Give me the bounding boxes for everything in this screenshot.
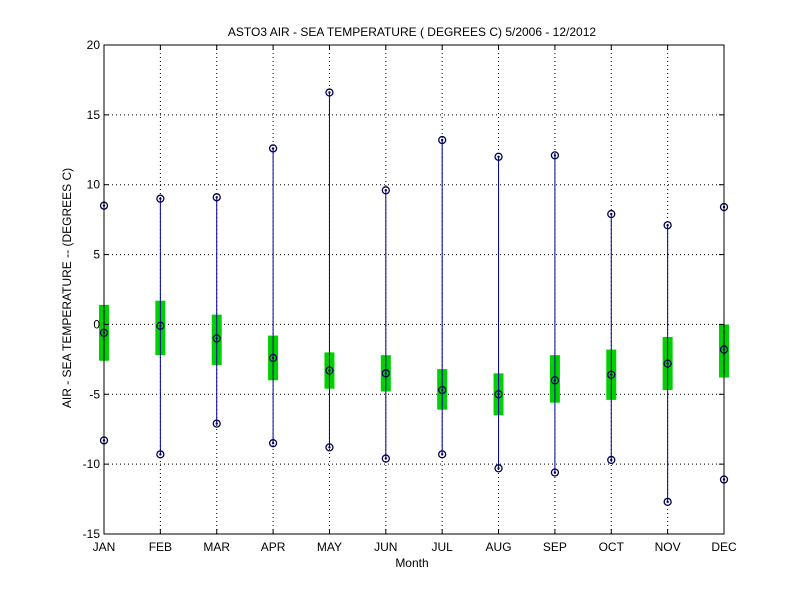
median-marker-dot <box>271 356 275 360</box>
min-marker <box>325 443 334 452</box>
x-tick-label: NOV <box>655 540 681 554</box>
y-tick-label: 0 <box>93 317 100 331</box>
min-marker <box>494 464 503 473</box>
median-marker-dot <box>553 379 557 382</box>
min-marker-dot <box>159 453 162 456</box>
y-axis-label: AIR - SEA TEMPERATURE -- (DEGREES C) <box>60 168 74 408</box>
x-tick-label: JUN <box>374 540 397 554</box>
y-tick-label: -10 <box>83 457 101 471</box>
chart-title: ASTO3 AIR - SEA TEMPERATURE ( DEGREES C)… <box>228 25 596 39</box>
max-marker-dot <box>328 91 331 94</box>
max-marker <box>156 194 165 203</box>
box-may <box>324 88 335 452</box>
max-marker <box>268 144 278 153</box>
median-marker-dot <box>215 337 218 340</box>
max-marker <box>607 209 616 219</box>
box-feb <box>155 194 166 459</box>
median-marker <box>381 369 390 378</box>
max-marker <box>438 135 447 145</box>
box-aug <box>493 152 504 473</box>
y-tick-label: 5 <box>93 248 100 262</box>
grid-lines <box>104 45 724 534</box>
plot-frame <box>103 44 725 535</box>
min-marker-dot <box>271 441 275 445</box>
median-marker <box>212 334 221 343</box>
y-axis-ticks: -15 -10 -5 0 5 10 15 20 <box>83 38 724 541</box>
min-marker <box>550 468 560 477</box>
min-marker-dot <box>384 457 388 460</box>
min-marker-dot <box>497 467 500 470</box>
median-marker <box>550 376 560 385</box>
box-jul <box>437 135 448 459</box>
box-mar <box>211 193 222 428</box>
min-marker-dot <box>553 471 557 474</box>
max-marker <box>212 193 221 202</box>
min-marker <box>438 450 447 459</box>
max-marker <box>325 88 334 97</box>
median-marker <box>607 370 616 379</box>
box-sep <box>549 151 560 477</box>
median-marker <box>268 353 278 363</box>
x-tick-label: AUG <box>486 540 512 554</box>
max-marker <box>663 221 672 230</box>
median-marker <box>325 366 334 375</box>
x-tick-label: FEB <box>149 540 172 554</box>
max-marker-dot <box>666 224 669 227</box>
min-marker-dot <box>440 453 444 456</box>
box-apr <box>268 144 279 448</box>
max-marker-dot <box>215 196 218 199</box>
median-marker-dot <box>328 369 331 372</box>
min-marker <box>663 497 672 507</box>
max-marker <box>550 151 560 160</box>
min-marker-dot <box>328 446 331 449</box>
max-marker-dot <box>384 189 388 192</box>
max-marker-dot <box>159 197 162 200</box>
box-oct <box>606 209 617 465</box>
plot-series <box>99 88 729 507</box>
median-marker <box>494 390 503 399</box>
y-tick-label: 10 <box>87 178 101 192</box>
median-marker-dot <box>666 362 669 365</box>
median-marker-dot <box>384 372 388 375</box>
box-nov <box>662 221 673 507</box>
min-marker <box>381 454 390 463</box>
y-tick-label: -15 <box>83 527 101 541</box>
x-tick-label: MAY <box>317 540 342 554</box>
max-marker-dot <box>553 154 557 157</box>
median-marker-dot <box>440 388 444 392</box>
box-jun <box>380 186 391 463</box>
x-axis-label: Month <box>395 556 428 570</box>
median-marker <box>156 321 165 330</box>
x-tick-label: DEC <box>711 540 737 554</box>
x-axis-ticks: JAN FEB MAR APR MAY JUN JUL AUG SEP OCT NOV DEC <box>93 45 737 554</box>
max-marker <box>381 186 390 195</box>
x-tick-label: OCT <box>599 540 625 554</box>
min-marker-dot <box>666 500 669 504</box>
max-marker-dot <box>497 155 500 158</box>
min-marker-dot <box>215 422 218 425</box>
min-marker <box>607 455 616 465</box>
min-marker <box>156 450 165 459</box>
y-tick-label: 15 <box>87 108 101 122</box>
median-marker <box>663 359 672 368</box>
median-marker-dot <box>610 373 613 376</box>
max-marker-dot <box>271 147 275 150</box>
x-tick-label: APR <box>261 540 286 554</box>
x-tick-label: MAR <box>203 540 230 554</box>
median-marker-dot <box>497 393 500 396</box>
min-marker <box>268 439 278 448</box>
y-tick-label: -5 <box>89 387 100 401</box>
x-tick-label: JUL <box>432 540 454 554</box>
median-marker <box>438 385 447 395</box>
x-tick-label: SEP <box>543 540 567 554</box>
min-marker <box>212 419 221 428</box>
max-marker-dot <box>610 212 613 216</box>
max-marker <box>494 152 503 161</box>
min-marker-dot <box>610 458 613 462</box>
median-marker-dot <box>159 324 162 328</box>
max-marker-dot <box>440 138 444 142</box>
x-tick-label: JAN <box>93 540 116 554</box>
y-tick-label: 20 <box>87 38 101 52</box>
